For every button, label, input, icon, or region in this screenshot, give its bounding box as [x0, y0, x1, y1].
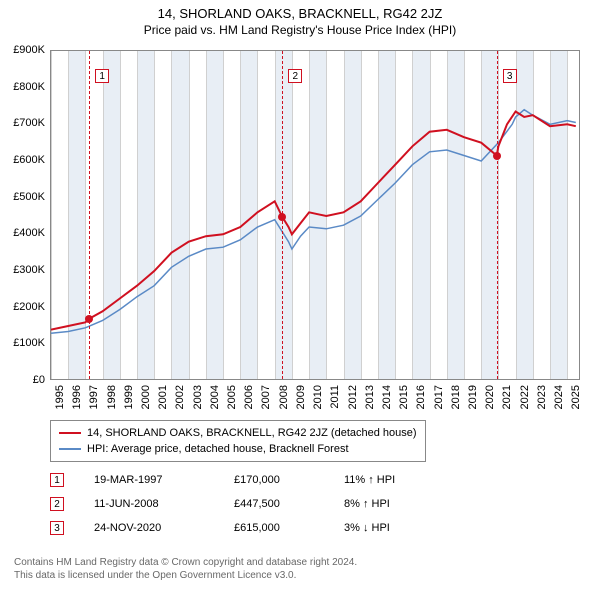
- x-axis-label: 2013: [364, 385, 376, 409]
- y-axis-label: £700K: [13, 117, 45, 129]
- x-axis-label: 2015: [398, 385, 410, 409]
- x-axis-label: 2002: [174, 385, 186, 409]
- x-axis-label: 2005: [226, 385, 238, 409]
- y-axis-label: £200K: [13, 301, 45, 313]
- y-axis-label: £400K: [13, 227, 45, 239]
- sale-marker-icon: 3: [503, 69, 517, 83]
- sale-delta: 11% ↑ HPI: [344, 474, 434, 486]
- footer-line: This data is licensed under the Open Gov…: [14, 569, 357, 582]
- sale-point: [493, 152, 501, 160]
- sale-delta: 8% ↑ HPI: [344, 498, 434, 510]
- x-axis-label: 1996: [71, 385, 83, 409]
- marker-icon: 3: [50, 521, 64, 535]
- y-axis-label: £300K: [13, 264, 45, 276]
- x-axis-label: 2025: [570, 385, 582, 409]
- x-axis-label: 2019: [467, 385, 479, 409]
- x-axis-label: 2017: [433, 385, 445, 409]
- footer-line: Contains HM Land Registry data © Crown c…: [14, 556, 357, 569]
- marker-icon: 1: [50, 473, 64, 487]
- y-axis-label: £600K: [13, 154, 45, 166]
- x-axis-label: 2023: [536, 385, 548, 409]
- sale-price: £615,000: [234, 522, 314, 534]
- footer-attribution: Contains HM Land Registry data © Crown c…: [14, 556, 357, 582]
- legend-label: 14, SHORLAND OAKS, BRACKNELL, RG42 2JZ (…: [87, 427, 417, 439]
- x-axis-label: 1995: [54, 385, 66, 409]
- x-axis-label: 2016: [415, 385, 427, 409]
- x-axis-label: 2007: [260, 385, 272, 409]
- sale-date: 24-NOV-2020: [94, 522, 204, 534]
- x-axis-label: 2014: [381, 385, 393, 409]
- x-axis-label: 2006: [243, 385, 255, 409]
- x-axis-label: 2022: [519, 385, 531, 409]
- y-axis-label: £900K: [13, 44, 45, 56]
- x-axis-label: 2012: [347, 385, 359, 409]
- sale-delta: 3% ↓ HPI: [344, 522, 434, 534]
- legend-swatch: [59, 448, 81, 450]
- x-axis-label: 2001: [157, 385, 169, 409]
- x-axis-label: 2020: [484, 385, 496, 409]
- page-title: 14, SHORLAND OAKS, BRACKNELL, RG42 2JZ: [0, 0, 600, 21]
- table-row: 3 24-NOV-2020 £615,000 3% ↓ HPI: [50, 516, 434, 540]
- sale-price: £447,500: [234, 498, 314, 510]
- x-axis-label: 1997: [88, 385, 100, 409]
- page-subtitle: Price paid vs. HM Land Registry's House …: [0, 21, 600, 41]
- legend-row: HPI: Average price, detached house, Brac…: [59, 441, 417, 457]
- x-axis-label: 1999: [123, 385, 135, 409]
- table-row: 2 11-JUN-2008 £447,500 8% ↑ HPI: [50, 492, 434, 516]
- sale-point: [85, 315, 93, 323]
- y-axis-label: £500K: [13, 191, 45, 203]
- x-axis-label: 2000: [140, 385, 152, 409]
- sales-table: 1 19-MAR-1997 £170,000 11% ↑ HPI 2 11-JU…: [50, 468, 434, 540]
- chart-area: 123 £0£100K£200K£300K£400K£500K£600K£700…: [50, 50, 580, 380]
- legend-row: 14, SHORLAND OAKS, BRACKNELL, RG42 2JZ (…: [59, 425, 417, 441]
- x-axis-label: 2024: [553, 385, 565, 409]
- marker-icon: 2: [50, 497, 64, 511]
- x-axis-label: 2018: [450, 385, 462, 409]
- sale-date: 11-JUN-2008: [94, 498, 204, 510]
- sale-point: [278, 213, 286, 221]
- table-row: 1 19-MAR-1997 £170,000 11% ↑ HPI: [50, 468, 434, 492]
- x-axis-label: 2003: [192, 385, 204, 409]
- x-axis-label: 2011: [329, 385, 341, 409]
- sale-date: 19-MAR-1997: [94, 474, 204, 486]
- x-axis-label: 2004: [209, 385, 221, 409]
- x-axis-label: 2021: [501, 385, 513, 409]
- series-lines: [51, 51, 580, 380]
- y-axis-label: £0: [33, 374, 45, 386]
- x-axis-label: 1998: [106, 385, 118, 409]
- x-axis-label: 2008: [278, 385, 290, 409]
- sale-price: £170,000: [234, 474, 314, 486]
- legend-swatch: [59, 432, 81, 434]
- sale-marker-icon: 1: [95, 69, 109, 83]
- x-axis-label: 2009: [295, 385, 307, 409]
- x-axis-label: 2010: [312, 385, 324, 409]
- legend-label: HPI: Average price, detached house, Brac…: [87, 443, 349, 455]
- plot-region: 1 2 3: [50, 50, 580, 380]
- y-axis-label: £100K: [13, 337, 45, 349]
- y-axis-label: £800K: [13, 81, 45, 93]
- sale-marker-icon: 2: [288, 69, 302, 83]
- legend: 14, SHORLAND OAKS, BRACKNELL, RG42 2JZ (…: [50, 420, 426, 462]
- chart-container: 14, SHORLAND OAKS, BRACKNELL, RG42 2JZ P…: [0, 0, 600, 590]
